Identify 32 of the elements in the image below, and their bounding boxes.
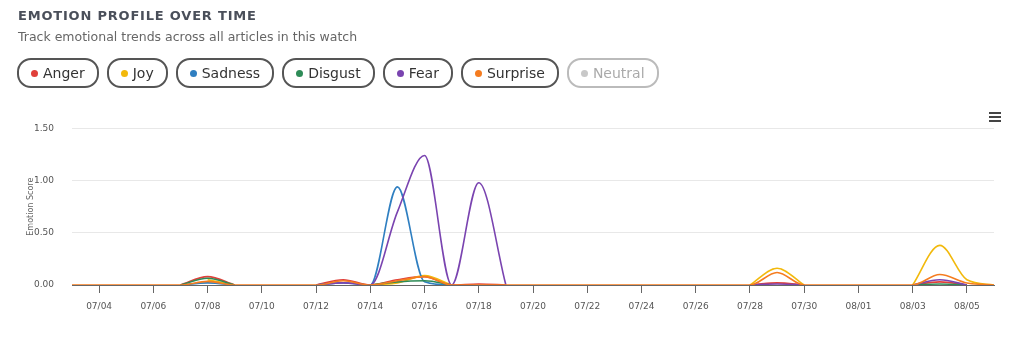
- chart-title: EMOTION PROFILE OVER TIME: [18, 8, 257, 23]
- x-tick-label: 07/28: [736, 300, 764, 311]
- legend-label: Fear: [408, 65, 439, 81]
- x-tick-label: 08/03: [899, 300, 926, 311]
- y-tick-label: 0.00: [33, 279, 55, 290]
- y-tick-label: 1.50: [33, 122, 55, 133]
- x-tick-label: 07/26: [682, 300, 709, 311]
- legend-label: Neutral: [592, 65, 645, 81]
- legend-label: Surprise: [486, 65, 545, 81]
- x-tick-label: 07/18: [465, 300, 493, 311]
- legend-label: Joy: [132, 65, 154, 81]
- y-tick-label: 0.50: [33, 227, 55, 238]
- x-tick-label: 07/08: [194, 300, 221, 311]
- chart-subtitle: Track emotional trends across all articles in this watch: [18, 29, 358, 44]
- x-tick-label: 07/12: [303, 300, 330, 311]
- legend-label: Sadness: [201, 65, 261, 81]
- y-axis-title: Emotion Score: [25, 177, 35, 236]
- x-tick-label: 07/22: [574, 300, 601, 311]
- x-tick-label: 08/05: [953, 300, 980, 311]
- x-tick-label: 07/10: [248, 300, 276, 311]
- x-tick-label: 07/24: [628, 300, 655, 311]
- x-tick-label: 07/04: [86, 300, 113, 311]
- x-tick-label: 07/14: [357, 300, 384, 311]
- legend-label: Anger: [43, 65, 85, 81]
- x-tick-label: 07/30: [791, 300, 818, 311]
- x-tick-label: 07/06: [140, 300, 167, 311]
- x-tick-label: 07/16: [411, 300, 438, 311]
- x-tick-label: 08/01: [845, 300, 872, 311]
- x-tick-label: 07/20: [520, 300, 547, 311]
- line-series: [72, 271, 994, 285]
- y-tick-label: 1.00: [33, 174, 55, 185]
- legend-label: Disgust: [308, 65, 361, 81]
